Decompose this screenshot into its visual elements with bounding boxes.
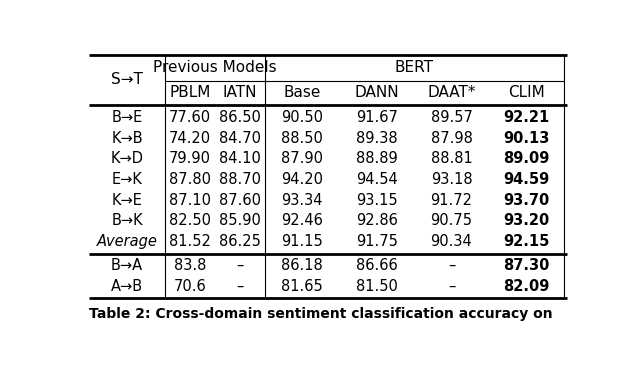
Text: 93.70: 93.70: [503, 192, 549, 208]
Text: 70.6: 70.6: [173, 279, 207, 294]
Text: 92.46: 92.46: [281, 213, 323, 228]
Text: –: –: [236, 279, 243, 294]
Text: 93.20: 93.20: [503, 213, 549, 228]
Text: Base: Base: [284, 85, 321, 100]
Text: 94.59: 94.59: [503, 172, 549, 187]
Text: 93.18: 93.18: [431, 172, 472, 187]
Text: DAAT*: DAAT*: [427, 85, 476, 100]
Text: DANN: DANN: [355, 85, 399, 100]
Text: 87.80: 87.80: [169, 172, 211, 187]
Text: 86.50: 86.50: [219, 110, 260, 125]
Text: IATN: IATN: [223, 85, 257, 100]
Text: B→K: B→K: [111, 213, 143, 228]
Text: 90.34: 90.34: [431, 234, 472, 249]
Text: 91.75: 91.75: [356, 234, 397, 249]
Text: BERT: BERT: [394, 60, 433, 75]
Text: B→E: B→E: [111, 110, 143, 125]
Text: 94.20: 94.20: [281, 172, 323, 187]
Text: S→T: S→T: [111, 72, 143, 87]
Text: 74.20: 74.20: [169, 131, 211, 145]
Text: 94.54: 94.54: [356, 172, 397, 187]
Text: 89.09: 89.09: [503, 151, 549, 166]
Text: 77.60: 77.60: [169, 110, 211, 125]
Text: A→B: A→B: [111, 279, 143, 294]
Text: 92.15: 92.15: [503, 234, 549, 249]
Text: CLIM: CLIM: [508, 85, 545, 100]
Text: 86.18: 86.18: [281, 258, 323, 273]
Text: 93.15: 93.15: [356, 192, 397, 208]
Text: 90.13: 90.13: [503, 131, 549, 145]
Text: 87.90: 87.90: [281, 151, 323, 166]
Text: 82.09: 82.09: [503, 279, 549, 294]
Text: 90.75: 90.75: [431, 213, 472, 228]
Text: 89.57: 89.57: [431, 110, 472, 125]
Text: 87.10: 87.10: [169, 192, 211, 208]
Text: –: –: [236, 258, 243, 273]
Text: 81.52: 81.52: [169, 234, 211, 249]
Text: 81.65: 81.65: [281, 279, 323, 294]
Text: Table 2: Cross-domain sentiment classification accuracy on: Table 2: Cross-domain sentiment classifi…: [89, 307, 552, 321]
Text: 87.60: 87.60: [219, 192, 260, 208]
Text: 87.98: 87.98: [431, 131, 472, 145]
Text: B→A: B→A: [111, 258, 143, 273]
Text: 88.81: 88.81: [431, 151, 472, 166]
Text: 85.90: 85.90: [219, 213, 260, 228]
Text: K→E: K→E: [112, 192, 143, 208]
Text: PBLM: PBLM: [170, 85, 211, 100]
Text: 88.50: 88.50: [281, 131, 323, 145]
Text: 89.38: 89.38: [356, 131, 397, 145]
Text: 84.10: 84.10: [219, 151, 260, 166]
Text: 79.90: 79.90: [169, 151, 211, 166]
Text: 82.50: 82.50: [169, 213, 211, 228]
Text: 88.89: 88.89: [356, 151, 397, 166]
Text: 92.86: 92.86: [356, 213, 397, 228]
Text: –: –: [448, 279, 455, 294]
Text: Average: Average: [97, 234, 157, 249]
Text: 91.67: 91.67: [356, 110, 397, 125]
Text: 86.66: 86.66: [356, 258, 397, 273]
Text: 87.30: 87.30: [503, 258, 549, 273]
Text: Previous Models: Previous Models: [153, 60, 276, 75]
Text: 90.50: 90.50: [281, 110, 323, 125]
Text: 81.50: 81.50: [356, 279, 397, 294]
Text: 91.15: 91.15: [281, 234, 323, 249]
Text: E→K: E→K: [112, 172, 143, 187]
Text: 93.34: 93.34: [281, 192, 323, 208]
Text: 84.70: 84.70: [219, 131, 260, 145]
Text: K→B: K→B: [111, 131, 143, 145]
Text: 92.21: 92.21: [503, 110, 549, 125]
Text: K→D: K→D: [111, 151, 143, 166]
Text: 83.8: 83.8: [174, 258, 206, 273]
Text: 88.70: 88.70: [219, 172, 260, 187]
Text: 86.25: 86.25: [219, 234, 260, 249]
Text: 91.72: 91.72: [431, 192, 472, 208]
Text: –: –: [448, 258, 455, 273]
